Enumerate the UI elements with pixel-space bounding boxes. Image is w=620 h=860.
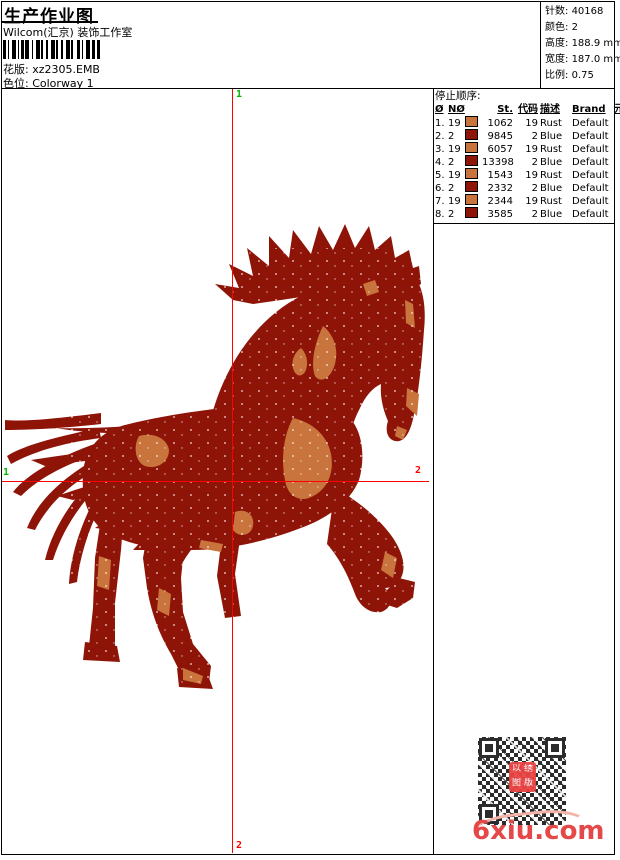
col-stitches: St. [497, 104, 513, 115]
stitch-count-label: 针数: [545, 6, 569, 17]
thread-swatch [465, 129, 478, 140]
qr-finder-icon [479, 738, 499, 758]
pattern-value: xz2305.EMB [32, 63, 100, 76]
col-needle: NØ [448, 104, 465, 115]
scale-value: 0.75 [571, 70, 594, 81]
col-num: Ø [435, 104, 444, 115]
colorway-line: 色位: Colorway 1 [3, 75, 94, 91]
col-brand: Brand [572, 104, 606, 115]
marker-top: 1 [236, 89, 243, 100]
marker-right: 2 [415, 465, 422, 476]
thread-swatch [465, 181, 478, 192]
marker-left: 1 [3, 467, 10, 478]
pattern-label: 花版: [3, 63, 29, 76]
qr-finder-icon [479, 804, 499, 824]
col-code: 代码 [518, 104, 538, 115]
table-row: 1. 19 1062 19 Rust Default [435, 116, 609, 129]
color-count-value: 2 [571, 22, 578, 33]
design-info-box: 针数: 40168 颜色: 2 高度: 188.9 mm 宽度: 187.0 m… [540, 1, 620, 91]
stitch-count-value: 40168 [571, 6, 604, 17]
width-row: 宽度: 187.0 mm [545, 52, 620, 68]
thread-swatch [465, 155, 478, 166]
col-description: 描述 [540, 104, 560, 115]
table-row: 2. 2 9845 2 Blue Default [435, 129, 609, 142]
color-count-row: 颜色: 2 [545, 20, 618, 36]
crosshair-vertical [232, 89, 233, 853]
width-value: 187.0 mm [571, 54, 620, 65]
width-label: 宽度: [545, 54, 569, 65]
studio-subtitle: Wilcom(汇京) 装饰工作室 [3, 26, 133, 39]
stop-sequence-table: 停止顺序: Ø NØ St. 代码 描述 Brand 元素 1.19106219… [433, 88, 620, 224]
stitch-texture [71, 248, 431, 698]
table-row: 7. 19 2344 19 Rust Default [435, 194, 609, 207]
pattern-file-line: 花版: xz2305.EMB [3, 61, 100, 77]
scale-label: 比例: [545, 70, 569, 81]
scale-row: 比例: 0.75 [545, 68, 618, 84]
thread-swatch [465, 116, 478, 127]
color-count-label: 颜色: [545, 22, 569, 33]
table-row: 4. 2 13398 2 Blue Default [435, 155, 609, 168]
barcode [3, 40, 100, 59]
site-watermark: 6xiu.com [472, 816, 605, 846]
stop-table-header: Ø NØ St. 代码 描述 Brand 元素 [435, 103, 620, 116]
header-separator [1, 88, 614, 89]
height-label: 高度: [545, 38, 569, 49]
marker-bottom: 2 [236, 840, 243, 851]
stop-sequence-title: 停止顺序: [435, 90, 481, 102]
height-value: 188.9 mm [571, 38, 620, 49]
qr-finder-icon [545, 738, 565, 758]
col-element: 元素 [614, 104, 620, 115]
thread-swatch [465, 194, 478, 205]
colorway-value: Colorway 1 [32, 77, 94, 90]
thread-swatch [465, 168, 478, 179]
table-row: 3. 19 6057 19 Rust Default [435, 142, 609, 155]
design-area-divider [433, 88, 434, 854]
red-seal-stamp: 以 绣 图 版 [509, 762, 536, 792]
table-row: 8. 2 3585 2 Blue Default [435, 207, 609, 220]
table-row: 5. 19 1543 19 Rust Default [435, 168, 609, 181]
crosshair-horizontal [2, 481, 429, 482]
height-row: 高度: 188.9 mm [545, 36, 620, 52]
table-row: 6. 2 2332 2 Blue Default [435, 181, 609, 194]
colorway-label: 色位: [3, 77, 29, 90]
thread-swatch [465, 207, 478, 218]
thread-swatch [465, 142, 478, 153]
title-underline [1, 21, 98, 23]
horse-embroidery-design [5, 224, 431, 698]
stitch-count-row: 针数: 40168 [545, 4, 618, 20]
